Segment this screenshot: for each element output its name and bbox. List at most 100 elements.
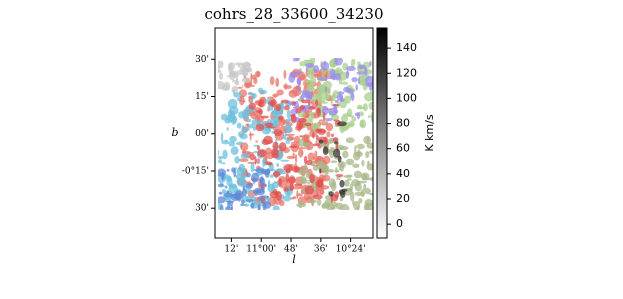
map-patch xyxy=(339,99,347,109)
map-patch xyxy=(297,70,302,75)
map-patch xyxy=(349,183,354,192)
map-patch xyxy=(307,102,311,106)
map-patch xyxy=(228,62,235,71)
map-patch xyxy=(363,202,373,210)
map-patch xyxy=(293,183,302,187)
map-patch xyxy=(351,179,361,187)
map-patch xyxy=(308,86,315,90)
map-patch xyxy=(218,149,220,156)
map-patch xyxy=(303,59,313,62)
map-patch xyxy=(234,156,240,164)
map-patch xyxy=(273,129,283,137)
map-patch xyxy=(357,61,361,66)
map-patch xyxy=(252,94,255,100)
map-patch xyxy=(341,81,349,85)
map-patch xyxy=(349,191,355,202)
map-patch xyxy=(238,163,246,173)
map-patch xyxy=(242,65,248,75)
map-patch xyxy=(346,174,353,177)
map-patch xyxy=(364,67,368,77)
map-patch xyxy=(319,119,325,122)
map-patch xyxy=(322,155,331,165)
map-patch xyxy=(239,203,246,206)
map-patch xyxy=(289,183,294,192)
map-patch xyxy=(260,195,270,199)
map-patch xyxy=(290,114,297,124)
map-patch xyxy=(259,176,264,183)
map-patch xyxy=(275,190,282,201)
map-patch xyxy=(335,166,338,174)
map-patch xyxy=(283,164,293,172)
map-patch xyxy=(225,206,233,210)
map-patch xyxy=(323,120,329,124)
map-patch xyxy=(369,60,372,67)
map-patch xyxy=(222,149,228,160)
map-patch xyxy=(292,58,299,62)
map-patch xyxy=(296,202,307,208)
map-patch xyxy=(315,134,319,141)
map-patch xyxy=(271,181,280,189)
map-patch xyxy=(293,165,300,173)
map-patch xyxy=(305,159,313,166)
map-patch xyxy=(307,152,315,161)
map-patch xyxy=(250,202,255,209)
map-patch xyxy=(346,65,356,72)
map-patch xyxy=(231,118,236,125)
map-patch xyxy=(283,69,287,80)
map-patch xyxy=(297,148,304,158)
map-patch xyxy=(288,176,296,184)
map-patch xyxy=(288,89,298,98)
map-patch xyxy=(278,115,284,121)
map-patch xyxy=(317,88,327,94)
map-patch xyxy=(250,172,260,183)
map-patch xyxy=(286,109,291,119)
map-patch xyxy=(337,91,345,95)
map-patch xyxy=(278,178,282,188)
map-patch xyxy=(362,173,368,180)
map-patch xyxy=(249,131,252,141)
map-patch xyxy=(309,173,315,184)
map-patch xyxy=(234,79,240,86)
map-patch xyxy=(255,123,265,132)
map-patch xyxy=(218,72,224,80)
map-patch xyxy=(312,143,321,147)
map-patch xyxy=(331,103,340,107)
y-tick-label: 15' xyxy=(195,92,209,102)
x-tick-label: 48' xyxy=(284,245,298,255)
map-patch xyxy=(237,131,245,138)
map-patch xyxy=(337,160,346,169)
map-patch xyxy=(326,131,331,138)
map-patch xyxy=(255,140,259,143)
y-tick-label: 00' xyxy=(195,129,209,139)
map-patch xyxy=(345,137,355,144)
map-patch xyxy=(241,84,244,88)
map-patch xyxy=(230,204,234,210)
y-tick-label: -0°15' xyxy=(182,166,209,176)
map-patch xyxy=(258,98,264,108)
x-tick-label: 11°00' xyxy=(246,245,276,255)
map-patch xyxy=(368,82,373,92)
map-patch xyxy=(303,79,313,83)
map-patch xyxy=(307,181,311,185)
map-patch xyxy=(218,183,225,188)
map-patch xyxy=(274,94,277,99)
map-patch xyxy=(310,58,316,65)
map-patch xyxy=(305,62,315,69)
map-patch xyxy=(322,146,329,155)
map-patch xyxy=(233,92,242,98)
map-patch xyxy=(305,67,309,72)
map-patch xyxy=(304,185,314,195)
map-patch xyxy=(323,136,328,145)
map-patch xyxy=(353,170,363,179)
map-patch xyxy=(257,149,267,158)
map-patch xyxy=(265,172,270,178)
map-patch xyxy=(221,171,225,181)
map-patch xyxy=(272,205,280,210)
map-patch xyxy=(367,115,371,119)
map-patch xyxy=(236,122,242,129)
map-patch xyxy=(272,114,280,123)
map-patch xyxy=(283,105,290,111)
map-patch xyxy=(312,131,315,139)
map-patch xyxy=(325,95,331,101)
map-patch xyxy=(333,148,341,158)
